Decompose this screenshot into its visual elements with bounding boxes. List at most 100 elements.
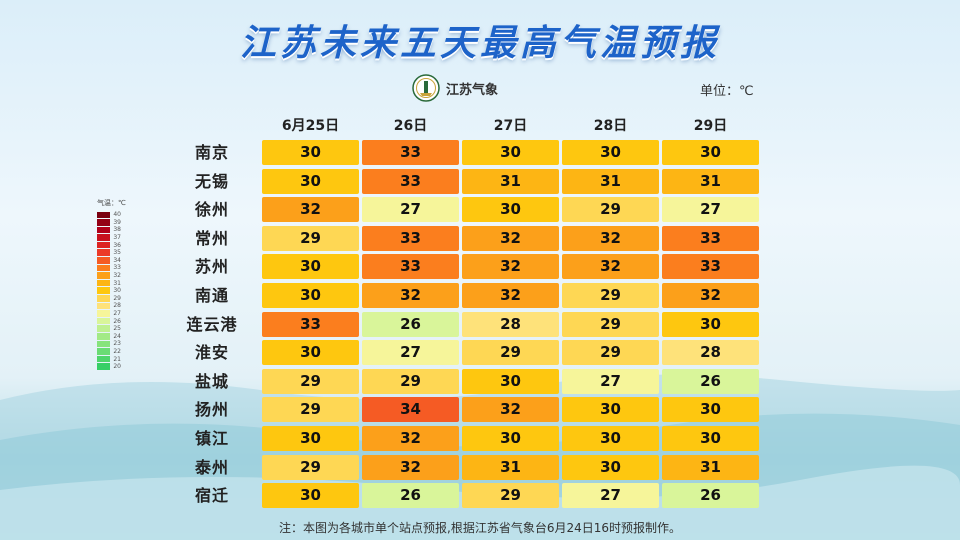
temperature-cell: 33 bbox=[362, 225, 459, 251]
legend-level: 21 bbox=[97, 355, 121, 363]
temperature-cell: 29 bbox=[562, 197, 659, 223]
column-header: 29日 bbox=[693, 118, 728, 134]
legend-value: 36 bbox=[113, 241, 121, 249]
temperature-cell: 30 bbox=[262, 254, 359, 280]
temperature-cell: 30 bbox=[562, 397, 659, 423]
temperature-cell: 30 bbox=[262, 168, 359, 194]
legend-level: 25 bbox=[97, 325, 121, 333]
legend-swatch bbox=[97, 348, 111, 355]
temperature-cell: 30 bbox=[462, 426, 559, 451]
legend-value: 35 bbox=[113, 249, 121, 257]
column-header: 6月25日 bbox=[281, 118, 340, 134]
legend-value: 24 bbox=[113, 332, 121, 340]
temperature-cell: 29 bbox=[562, 283, 659, 308]
legend-swatch bbox=[97, 363, 111, 370]
temperature-cell: 30 bbox=[462, 140, 559, 165]
city-label: 南通 bbox=[194, 286, 229, 305]
temperature-cell: 32 bbox=[362, 283, 459, 308]
column-header: 27日 bbox=[493, 118, 528, 134]
legend-swatch bbox=[97, 226, 111, 234]
temperature-cell: 27 bbox=[562, 368, 659, 394]
page-title: 江苏未来五天最高气温预报 bbox=[239, 23, 720, 64]
legend-level: 38 bbox=[97, 226, 121, 234]
legend-swatch bbox=[97, 279, 111, 287]
temperature-cell: 32 bbox=[462, 397, 559, 423]
temperature-cell: 31 bbox=[462, 454, 559, 480]
legend-value: 39 bbox=[113, 218, 121, 226]
weather-emblem-icon bbox=[412, 74, 440, 102]
legend-level: 28 bbox=[97, 302, 121, 310]
temperature-cell: 32 bbox=[362, 454, 459, 480]
legend-level: 37 bbox=[97, 234, 121, 242]
legend-level: 40 bbox=[97, 211, 121, 219]
temperature-cell: 33 bbox=[362, 140, 459, 165]
city-label: 南京 bbox=[194, 143, 229, 162]
legend-value: 27 bbox=[113, 310, 121, 318]
city-label: 镇江 bbox=[194, 429, 229, 448]
legend-value: 26 bbox=[113, 317, 121, 325]
temperature-cell: 27 bbox=[662, 197, 759, 223]
temperature-cell: 29 bbox=[462, 340, 559, 366]
temperature-cell: 31 bbox=[662, 168, 759, 194]
city-label: 盐城 bbox=[194, 371, 229, 391]
legend-level: 20 bbox=[97, 363, 121, 371]
legend-value: 33 bbox=[113, 264, 121, 272]
temperature-cell: 30 bbox=[562, 454, 659, 480]
city-label: 扬州 bbox=[194, 400, 229, 420]
temperature-cell: 30 bbox=[262, 283, 359, 308]
legend-level: 31 bbox=[97, 279, 121, 287]
temperature-cell: 28 bbox=[462, 311, 559, 337]
temperature-cell: 26 bbox=[362, 483, 459, 509]
color-legend: 气温：℃ 40 39 38 37 36 35 34 33 32 31 30 29 28 27 26 25 24 2… bbox=[97, 198, 126, 371]
legend-swatch bbox=[97, 295, 111, 302]
legend-value: 37 bbox=[113, 234, 121, 242]
temperature-cell: 29 bbox=[562, 311, 659, 337]
temperature-cell: 30 bbox=[262, 483, 359, 509]
temperature-cell: 29 bbox=[562, 340, 659, 366]
legend-swatch bbox=[97, 249, 111, 257]
temperature-cell: 30 bbox=[662, 140, 759, 165]
legend-value: 21 bbox=[113, 355, 121, 363]
city-label: 常州 bbox=[194, 228, 229, 248]
temperature-cell: 33 bbox=[662, 254, 759, 280]
legend-swatch bbox=[97, 211, 111, 219]
legend-swatch bbox=[97, 340, 111, 348]
column-header: 26日 bbox=[393, 118, 428, 134]
legend-swatch bbox=[97, 355, 111, 363]
legend-level: 26 bbox=[97, 317, 121, 325]
temperature-cell: 31 bbox=[662, 454, 759, 480]
temperature-cell: 32 bbox=[262, 197, 359, 223]
temperature-cell: 32 bbox=[462, 254, 559, 280]
temperature-cell: 33 bbox=[662, 225, 759, 251]
legend-value: 34 bbox=[113, 256, 121, 264]
temperature-cell: 29 bbox=[262, 225, 359, 251]
temperature-cell: 29 bbox=[262, 454, 359, 480]
logo: 江苏气象 bbox=[412, 74, 498, 102]
legend-swatch bbox=[97, 333, 111, 340]
temperature-cell: 27 bbox=[362, 340, 459, 366]
legend-level: 23 bbox=[97, 340, 121, 348]
column-header: 28日 bbox=[593, 118, 628, 134]
temperature-cell: 26 bbox=[662, 368, 759, 394]
temperature-cell: 34 bbox=[362, 397, 459, 423]
temperature-cell: 27 bbox=[562, 483, 659, 509]
legend-value: 28 bbox=[113, 302, 121, 310]
legend-level: 27 bbox=[97, 310, 121, 318]
temperature-cell: 30 bbox=[562, 140, 659, 165]
legend-swatch bbox=[97, 325, 111, 332]
temperature-cell: 26 bbox=[362, 311, 459, 337]
temperature-cell: 26 bbox=[662, 483, 759, 509]
legend-value: 40 bbox=[113, 211, 121, 219]
temperature-cell: 33 bbox=[362, 168, 459, 194]
temperature-cell: 32 bbox=[462, 225, 559, 251]
temperature-cell: 30 bbox=[262, 340, 359, 366]
temperature-cell: 30 bbox=[262, 426, 359, 451]
temperature-cell: 29 bbox=[262, 397, 359, 423]
city-label: 宿迁 bbox=[194, 486, 229, 506]
temperature-cell: 32 bbox=[662, 283, 759, 308]
legend-level: 34 bbox=[97, 257, 121, 265]
legend-level: 24 bbox=[97, 333, 121, 341]
temperature-cell: 29 bbox=[262, 368, 359, 394]
temperature-cell: 29 bbox=[362, 368, 459, 394]
temperature-cell: 30 bbox=[562, 426, 659, 451]
